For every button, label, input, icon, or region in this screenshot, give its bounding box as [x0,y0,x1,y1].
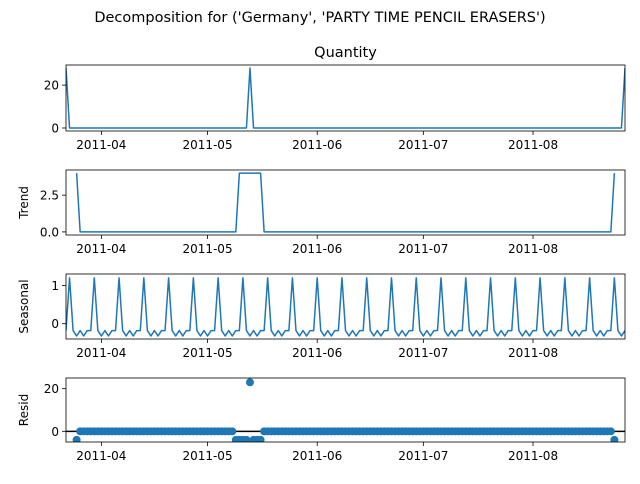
panel-title: Quantity [314,45,377,61]
y-tick-label: 0.0 [40,225,59,239]
resid-point [256,435,265,442]
figure-suptitle: Decomposition for ('Germany', 'PARTY TIM… [94,10,545,26]
panel-3: Seasonal 0 1 2011-04 2011-05 2011-06 2011-07 20… [17,273,626,360]
series-line [66,67,625,129]
series-line [75,172,616,233]
axes-frame [65,273,626,340]
x-tick-label: 2011-06 [292,138,342,152]
y-tick-label: 2.5 [40,189,59,203]
x-tick-label: 2011-08 [508,242,558,256]
x-tick-label: 2011-07 [398,138,448,152]
series-line [66,277,625,337]
axes-frame [65,64,626,132]
y-axis-label: Resid [17,394,31,426]
x-tick-label: 2011-05 [182,242,232,256]
x-tick-label: 2011-06 [292,242,342,256]
resid-point [610,435,619,442]
plot-area [66,67,625,129]
x-tick-label: 2011-07 [398,346,448,360]
axes-frame [65,169,626,236]
plot-area [66,378,625,442]
x-tick-label: 2011-04 [76,138,126,152]
resid-point [242,435,251,442]
x-tick-label: 2011-06 [292,449,342,463]
x-tick-label: 2011-05 [182,346,232,360]
panel-2: Trend 0.0 2.5 2011-04 2011-05 2011-06 2011-07 2… [17,169,626,256]
panel-1: Quantity 0 20 2011-04 2011-05 2011-06 2011-07 2… [44,45,626,152]
y-tick-label: 20 [44,79,59,93]
x-tick-label: 2011-07 [398,242,448,256]
resid-point [228,427,237,436]
y-tick-label: 20 [44,382,59,396]
x-tick-label: 2011-04 [76,449,126,463]
x-tick-label: 2011-07 [398,449,448,463]
axes-frame [65,377,626,443]
resid-point [606,427,615,436]
x-tick-label: 2011-08 [508,449,558,463]
y-tick-label: 0 [51,122,59,136]
y-tick-label: 0 [51,317,59,331]
x-tick-label: 2011-08 [508,138,558,152]
y-tick-label: 0 [51,425,59,439]
x-tick-label: 2011-05 [182,449,232,463]
x-tick-label: 2011-06 [292,346,342,360]
resid-point [72,435,81,442]
y-axis-label: Seasonal [17,279,31,333]
x-tick-label: 2011-08 [508,346,558,360]
y-tick-label: 1 [51,279,59,293]
x-tick-label: 2011-05 [182,138,232,152]
x-tick-label: 2011-04 [76,242,126,256]
panel-4: Resid 0 20 2011-04 2011-05 2011-06 2011-07 2011… [17,377,626,463]
plot-area [66,277,625,337]
x-tick-label: 2011-04 [76,346,126,360]
y-axis-label: Trend [17,186,31,220]
resid-point [245,378,254,387]
plot-area [75,172,616,233]
